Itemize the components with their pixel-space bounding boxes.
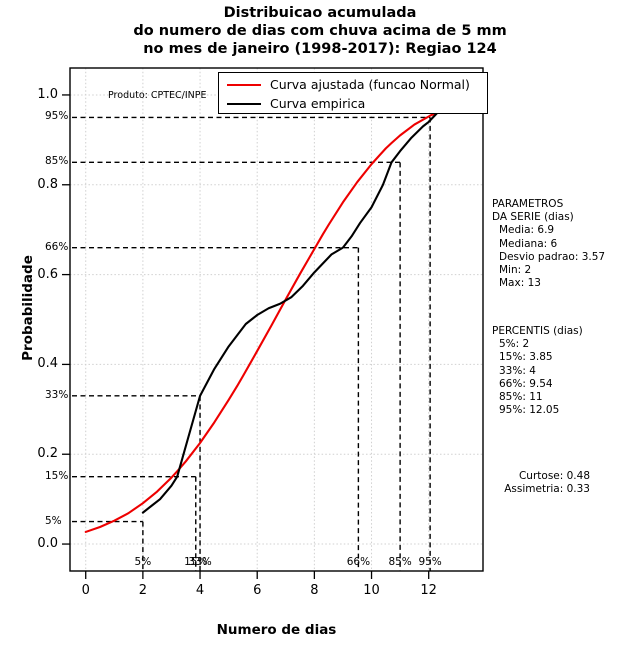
percentil-33: 33%: 4: [499, 364, 536, 377]
percentile-label-x: 95%: [418, 556, 442, 568]
series-line-fitted: [84, 104, 465, 533]
legend-label-empirical: Curva empirica: [270, 96, 366, 111]
page-title: Distribuicao acumulada do numero de dias…: [0, 4, 640, 58]
x-axis-tick-label: 12: [420, 583, 437, 598]
percentile-label-x: 66%: [346, 556, 371, 568]
parametros-panel: PARAMETROS DA SERIE (dias) Media: 6.9 Me…: [492, 198, 605, 290]
percentile-label-x: 33%: [188, 556, 212, 568]
y-axis-tick-label: 0.8: [37, 176, 58, 192]
percentile-label-y: 66%: [45, 240, 69, 253]
param-min: Min: 2: [499, 264, 532, 277]
percentil-95: 95%: 12.05: [499, 404, 560, 417]
percentile-label-y: 95%: [45, 110, 69, 123]
legend: Curva ajustada (funcao Normal) Curva emp…: [218, 72, 488, 114]
percentil-85: 85%: 11: [499, 391, 543, 404]
x-axis-label: Numero de dias: [216, 622, 337, 638]
legend-item-fitted: Curva ajustada (funcao Normal): [219, 74, 470, 95]
parametros-title-line1: PARAMETROS: [492, 198, 564, 210]
produto-label: Produto: CPTEC/INPE: [108, 90, 207, 101]
x-axis-tick-label: 4: [195, 583, 205, 598]
title-line-2: do numero de dias com chuva acima de 5 m…: [133, 23, 507, 39]
percentil-66: 66%: 9.54: [499, 377, 553, 390]
param-media: Media: 6.9: [499, 224, 555, 237]
x-axis-tick-label: 8: [310, 583, 319, 598]
x-axis-tick-label: 0: [81, 583, 90, 598]
percentil-5: 5%: 2: [499, 338, 530, 351]
param-max: Max: 13: [499, 277, 541, 290]
y-axis-tick-label: 0.4: [37, 356, 58, 372]
percentile-label-y: 33%: [45, 388, 69, 401]
stat-curtose: Curtose: 0.48: [518, 470, 590, 482]
legend-label-fitted: Curva ajustada (funcao Normal): [270, 77, 470, 92]
percentil-15: 15%: 3.85: [499, 351, 553, 364]
y-axis-tick-label: 0.0: [37, 536, 58, 552]
percentis-title: PERCENTIS (dias): [492, 325, 583, 337]
y-axis-tick-label: 0.2: [37, 446, 58, 462]
plot-frame: [69, 67, 484, 572]
parametros-title-line2: DA SERIE (dias): [492, 211, 574, 224]
percentile-label-y: 5%: [45, 514, 62, 527]
stat-assimetria: Assimetria: 0.33: [504, 483, 590, 496]
percentile-label-y: 15%: [45, 469, 69, 482]
x-axis-tick-label: 6: [253, 583, 262, 598]
percentile-label-x: 5%: [134, 556, 152, 568]
legend-item-empirical: Curva empirica: [219, 93, 365, 114]
percentile-label-x: 85%: [388, 556, 412, 568]
y-axis-tick-label: 1.0: [37, 86, 58, 102]
title-line-3: no mes de janeiro (1998-2017): Regiao 12…: [143, 41, 497, 57]
percentile-label-y: 85%: [45, 155, 69, 168]
y-axis-tick-label: 0.6: [37, 266, 58, 282]
x-axis-tick-label: 2: [138, 583, 148, 598]
param-mediana: Mediana: 6: [499, 237, 558, 250]
x-axis-tick-label: 10: [363, 583, 380, 598]
title-line-1: Distribuicao acumulada: [223, 5, 417, 21]
legend-line-fitted: [227, 83, 261, 86]
percentile-label-x: 15%: [184, 556, 208, 568]
shape-stats-panel: Curtose: 0.48 Assimetria: 0.33: [480, 470, 590, 496]
percentis-panel: PERCENTIS (dias) 5%: 2 15%: 3.85 33%: 4 …: [492, 325, 583, 417]
series-line-empirical: [141, 93, 459, 514]
legend-line-empirical: [227, 102, 261, 105]
param-desvio-padrao: Desvio padrao: 3.57: [499, 250, 606, 263]
